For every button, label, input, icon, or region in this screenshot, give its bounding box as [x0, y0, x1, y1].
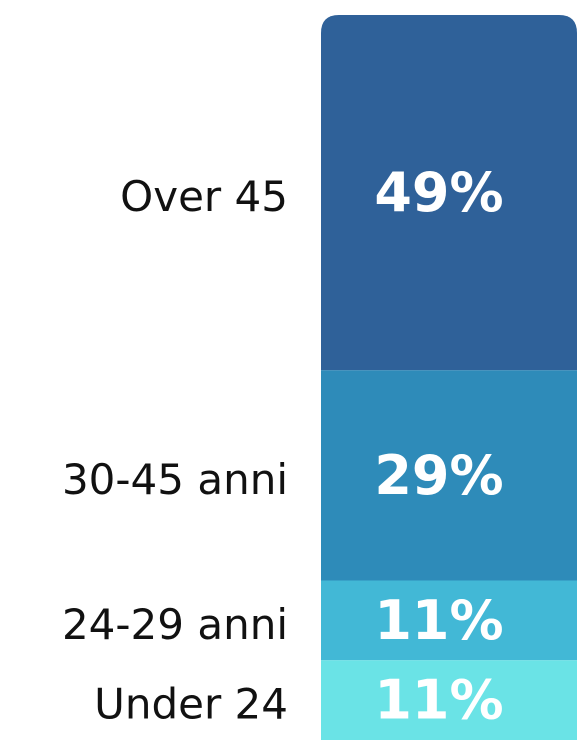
- category-label: 24-29 anni: [62, 600, 288, 649]
- value-label: 11%: [374, 589, 503, 652]
- category-label: Over 45: [120, 172, 288, 221]
- category-label: Under 24: [94, 680, 288, 729]
- bar-segment: [321, 660, 577, 740]
- category-label: 30-45 anni: [62, 455, 288, 504]
- bar-segment: [321, 580, 577, 661]
- bar-segment: [321, 15, 577, 371]
- bar-segment: [321, 370, 577, 581]
- value-label: 49%: [374, 161, 503, 224]
- value-label: 11%: [374, 669, 503, 732]
- value-label: 29%: [374, 444, 503, 507]
